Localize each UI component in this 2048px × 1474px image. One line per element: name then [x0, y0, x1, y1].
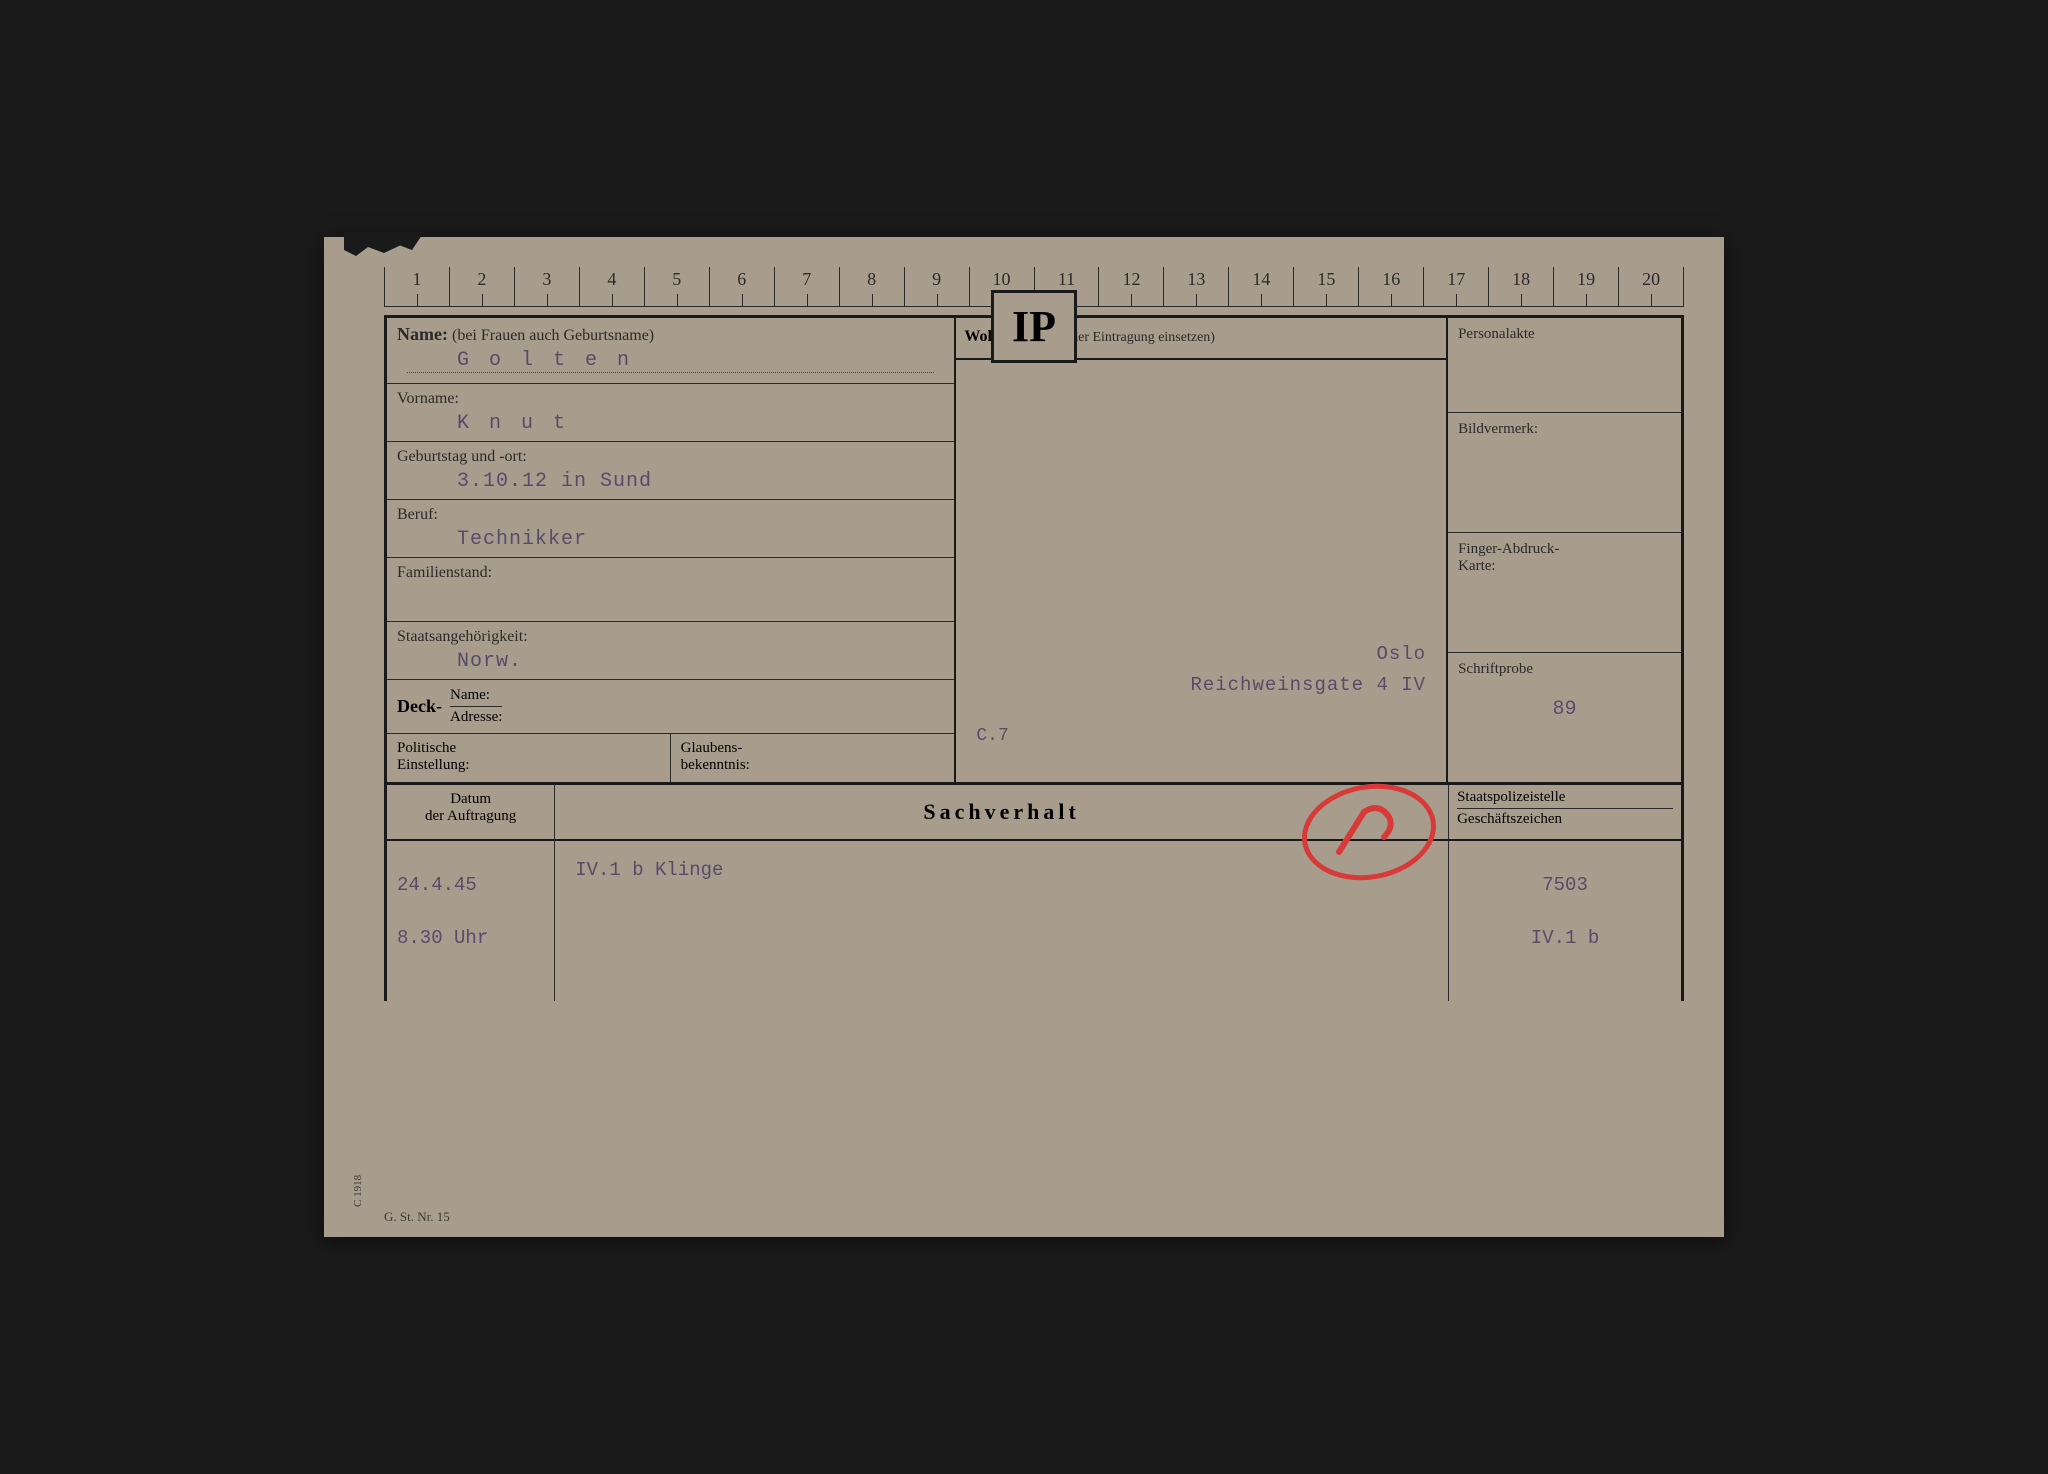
- right-column: Personalakte Bildvermerk: Finger-Abdruck…: [1448, 318, 1681, 782]
- ruler-tick: 2: [449, 267, 514, 306]
- datum-header: Datum der Auftragung: [387, 785, 555, 839]
- politische-label1: Politische: [397, 740, 660, 757]
- vorname-label: Vorname:: [397, 390, 944, 408]
- address-line1: Oslo: [1190, 639, 1426, 669]
- staat-field: Staatsangehörigkeit: Norw.: [387, 622, 954, 680]
- familienstand-label: Familienstand:: [397, 564, 944, 582]
- entry-value: IV.1 b Klinge: [575, 859, 1428, 881]
- ruler-tick: 1: [384, 267, 449, 306]
- ruler-tick: 14: [1228, 267, 1293, 306]
- ref2-value: IV.1 b: [1459, 912, 1671, 965]
- vorname-field: Vorname: K n u t: [387, 384, 954, 442]
- ruler-tick: 4: [579, 267, 644, 306]
- name-hint: (bei Frauen auch Geburtsname): [452, 327, 654, 344]
- dotted-line: [407, 372, 934, 373]
- geburtstag-label: Geburtstag und -ort:: [397, 448, 944, 466]
- name-value: G o l t e n: [397, 345, 944, 372]
- ruler-tick: 9: [904, 267, 969, 306]
- address-line2: Reichweinsgate 4 IV: [1190, 670, 1426, 700]
- personalakte-cell: Personalakte: [1448, 318, 1681, 413]
- geburtstag-field: Geburtstag und -ort: 3.10.12 in Sund: [387, 442, 954, 500]
- schriftprobe-cell: Schriftprobe 89: [1448, 653, 1681, 782]
- footer-bottom: G. St. Nr. 15: [384, 1209, 450, 1225]
- main-frame: IP Name: (bei Frauen auch Geburtsname) G…: [384, 315, 1684, 1001]
- geburtstag-value: 3.10.12 in Sund: [397, 466, 944, 493]
- datum-label2: der Auftragung: [395, 808, 546, 825]
- schriftprobe-value: 89: [1458, 678, 1671, 721]
- bildvermerk-label: Bildvermerk:: [1458, 421, 1538, 437]
- c7-text: C.7: [976, 726, 1008, 746]
- entry-cell: IV.1 b Klinge: [555, 841, 1448, 1001]
- datum-label1: Datum: [395, 791, 546, 808]
- datum-cell: 24.4.45 8.30 Uhr: [387, 841, 555, 1001]
- deck-field: Deck- Name: Adresse:: [387, 680, 954, 734]
- finger-label1: Finger-Abdruck-: [1458, 541, 1671, 558]
- name-field: Name: (bei Frauen auch Geburtsname) G o …: [387, 318, 954, 384]
- ruler-tick: 7: [774, 267, 839, 306]
- data-row: 24.4.45 8.30 Uhr IV.1 b Klinge 7503 IV.1…: [387, 841, 1681, 1001]
- personalakte-label: Personalakte: [1458, 326, 1535, 342]
- staatspolizei-header: Staatspolizeistelle Geschäftszeichen: [1448, 785, 1681, 839]
- politische-label2: Einstellung:: [397, 757, 660, 774]
- ruler-tick: 13: [1163, 267, 1228, 306]
- finger-cell: Finger-Abdruck- Karte:: [1448, 533, 1681, 653]
- vorname-value: K n u t: [397, 408, 944, 435]
- sachverhalt-title: Sachverhalt: [555, 785, 1448, 839]
- familienstand-field: Familienstand:: [387, 558, 954, 622]
- torn-corner: [344, 232, 424, 262]
- left-column: Name: (bei Frauen auch Geburtsname) G o …: [387, 318, 956, 782]
- staat-label: Staatsangehörigkeit:: [397, 628, 944, 646]
- ruler-tick: 20: [1618, 267, 1684, 306]
- glaubens-label1: Glaubens-: [681, 740, 945, 757]
- finger-label2: Karte:: [1458, 558, 1671, 575]
- beruf-field: Beruf: Technikker: [387, 500, 954, 558]
- deck-adresse-label: Adresse:: [450, 706, 503, 726]
- glaubens-label2: bekenntnis:: [681, 757, 945, 774]
- sachverhalt-header: Datum der Auftragung Sachverhalt Staatsp…: [387, 782, 1681, 841]
- ruler-tick: 15: [1293, 267, 1358, 306]
- ruler-tick: 16: [1358, 267, 1423, 306]
- middle-column: Wohnung: (Zeit der Eintragung einsetzen)…: [956, 318, 1448, 782]
- ref-cell: 7503 IV.1 b: [1448, 841, 1681, 1001]
- time-value: 8.30 Uhr: [397, 912, 544, 965]
- beruf-value: Technikker: [397, 524, 944, 551]
- glaubens-field: Glaubens- bekenntnis:: [671, 734, 955, 782]
- staatspolizei-label1: Staatspolizeistelle: [1457, 789, 1673, 806]
- ip-badge: IP: [991, 290, 1077, 363]
- document-card: 1 2 3 4 5 6 7 8 9 10 11 12 13 14 15 16 1…: [324, 237, 1724, 1237]
- footer-side: C 1918: [352, 1175, 364, 1207]
- bildvermerk-cell: Bildvermerk:: [1448, 413, 1681, 533]
- ruler-tick: 18: [1488, 267, 1553, 306]
- staat-value: Norw.: [397, 646, 944, 673]
- schriftprobe-label: Schriftprobe: [1458, 661, 1671, 678]
- bottom-split: Politische Einstellung: Glaubens- bekenn…: [387, 734, 954, 782]
- address-text: Oslo Reichweinsgate 4 IV: [1190, 639, 1426, 700]
- ref1-value: 7503: [1459, 859, 1671, 912]
- deck-label: Deck-: [397, 696, 442, 717]
- ruler-tick: 12: [1098, 267, 1163, 306]
- familienstand-value: [397, 582, 944, 586]
- ruler-tick: 3: [514, 267, 579, 306]
- date-value: 24.4.45: [397, 859, 544, 912]
- ruler-tick: 6: [709, 267, 774, 306]
- ruler-tick: 5: [644, 267, 709, 306]
- deck-name-label: Name:: [450, 687, 503, 704]
- geschaeftszeichen-label: Geschäftszeichen: [1457, 808, 1673, 828]
- ruler-tick: 8: [839, 267, 904, 306]
- wohnung-body: Oslo Reichweinsgate 4 IV C.7: [956, 360, 1446, 760]
- name-label: Name:: [397, 324, 448, 344]
- beruf-label: Beruf:: [397, 506, 944, 524]
- politische-field: Politische Einstellung:: [387, 734, 671, 782]
- ruler-tick: 19: [1553, 267, 1618, 306]
- top-section: Name: (bei Frauen auch Geburtsname) G o …: [387, 318, 1681, 782]
- ruler-tick: 17: [1423, 267, 1488, 306]
